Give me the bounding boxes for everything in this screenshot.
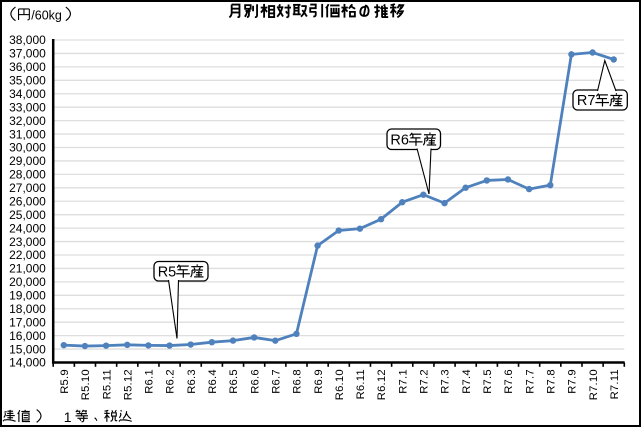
svg-text:R6.12: R6.12 <box>376 369 388 400</box>
svg-text:R7.4: R7.4 <box>461 369 473 394</box>
svg-text:18,000: 18,000 <box>9 302 46 316</box>
svg-text:1: 1 <box>64 409 72 425</box>
svg-text:R7: R7 <box>577 93 596 109</box>
svg-text:R6.4: R6.4 <box>207 369 219 394</box>
svg-text:34,000: 34,000 <box>9 87 46 101</box>
svg-text:36,000: 36,000 <box>9 60 46 74</box>
svg-text:16,000: 16,000 <box>9 329 46 343</box>
svg-text:28,000: 28,000 <box>9 168 46 182</box>
svg-text:32,000: 32,000 <box>9 114 46 128</box>
svg-text:/60kg: /60kg <box>31 8 62 22</box>
svg-text:22,000: 22,000 <box>9 248 46 262</box>
svg-text:20,000: 20,000 <box>9 275 46 289</box>
svg-text:R5.11: R5.11 <box>101 369 113 399</box>
svg-text:21,000: 21,000 <box>9 262 46 276</box>
svg-text:37,000: 37,000 <box>9 47 46 61</box>
svg-text:R7.5: R7.5 <box>482 369 494 394</box>
svg-text:19,000: 19,000 <box>9 289 46 303</box>
svg-text:26,000: 26,000 <box>9 194 46 208</box>
svg-text:17,000: 17,000 <box>9 315 46 329</box>
svg-text:R7.3: R7.3 <box>440 369 452 394</box>
svg-text:31,000: 31,000 <box>9 127 46 141</box>
svg-text:35,000: 35,000 <box>9 74 46 88</box>
svg-text:R7.10: R7.10 <box>588 369 600 400</box>
svg-text:29,000: 29,000 <box>9 154 46 168</box>
svg-text:R7.11: R7.11 <box>609 369 621 399</box>
svg-text:R6.3: R6.3 <box>186 369 198 394</box>
svg-text:R6.5: R6.5 <box>228 369 240 394</box>
svg-text:R6.7: R6.7 <box>270 369 282 394</box>
svg-text:R7.2: R7.2 <box>419 369 431 394</box>
svg-text:38,000: 38,000 <box>9 33 46 47</box>
svg-text:23,000: 23,000 <box>9 235 46 249</box>
svg-text:R7.7: R7.7 <box>524 369 536 394</box>
svg-text:R6.11: R6.11 <box>355 369 367 399</box>
svg-text:R5.9: R5.9 <box>59 369 71 394</box>
svg-text:R5.10: R5.10 <box>80 369 92 400</box>
svg-text:25,000: 25,000 <box>9 208 46 222</box>
svg-text:R7.8: R7.8 <box>545 369 557 394</box>
svg-text:33,000: 33,000 <box>9 100 46 114</box>
svg-text:24,000: 24,000 <box>9 221 46 235</box>
svg-text:R5.12: R5.12 <box>122 369 134 400</box>
svg-text:R6.6: R6.6 <box>249 369 261 394</box>
svg-text:14,000: 14,000 <box>9 356 46 370</box>
svg-text:15,000: 15,000 <box>9 342 46 356</box>
svg-text:R6.9: R6.9 <box>313 369 325 394</box>
svg-text:27,000: 27,000 <box>9 181 46 195</box>
svg-text:R5: R5 <box>158 264 177 280</box>
svg-text:R6.10: R6.10 <box>334 369 346 400</box>
svg-text:R6.1: R6.1 <box>144 369 156 394</box>
svg-text:R6: R6 <box>390 132 409 148</box>
svg-text:30,000: 30,000 <box>9 141 46 155</box>
svg-text:R7.1: R7.1 <box>397 369 409 394</box>
svg-text:R7.9: R7.9 <box>567 369 579 394</box>
svg-text:R7.6: R7.6 <box>503 369 515 394</box>
svg-text:R6.2: R6.2 <box>165 369 177 394</box>
svg-text:R6.8: R6.8 <box>292 369 304 394</box>
